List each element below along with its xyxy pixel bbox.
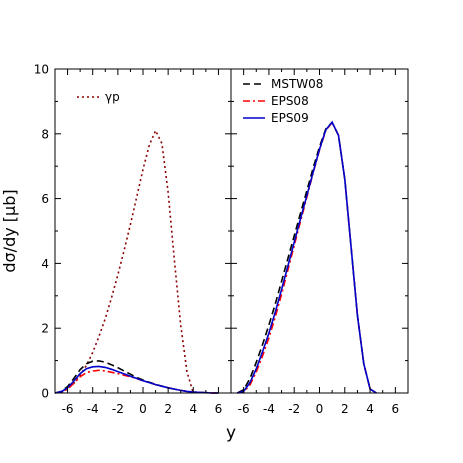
- right-panel-curves: [236, 120, 377, 394]
- left-x-tick-label: 6: [215, 402, 223, 416]
- left-x-tick-label: 0: [139, 402, 147, 416]
- right-x-tick-label: 4: [366, 402, 374, 416]
- right-series-mstw08-line: [236, 121, 377, 394]
- x-axis-label: y: [226, 423, 236, 443]
- y-axis-label: dσ/dy [μb]: [0, 189, 19, 272]
- legend-label-eps08: EPS08: [271, 94, 309, 108]
- y-tick-label: 2: [41, 322, 49, 336]
- legend-label-gamma-p: γp: [105, 90, 120, 104]
- left-panel-frame: [54, 68, 232, 394]
- right-series-eps08-line: [237, 121, 377, 394]
- y-tick-label: 8: [41, 127, 49, 141]
- y-tick-label: 6: [41, 192, 49, 206]
- left-x-tick-label: -6: [62, 402, 74, 416]
- legend-label-mstw08: MSTW08: [271, 77, 323, 91]
- legend-label-eps09: EPS09: [271, 111, 309, 125]
- left-series-gamma-p-line: [60, 128, 195, 394]
- left-x-tick-label: 2: [164, 402, 172, 416]
- left-x-tick-label: 4: [189, 402, 197, 416]
- right-x-tick-label: 0: [316, 402, 324, 416]
- y-tick-label: 4: [41, 257, 49, 271]
- y-tick-label: 0: [41, 387, 49, 401]
- y-tick-label: 10: [34, 63, 49, 77]
- left-series-eps09-line: [54, 365, 219, 394]
- right-x-tick-label: -2: [288, 402, 300, 416]
- right-x-tick-label: -4: [263, 402, 275, 416]
- right-series-eps09-line: [237, 120, 377, 394]
- left-panel-curves: [54, 128, 219, 394]
- right-x-tick-label: 2: [341, 402, 349, 416]
- left-x-tick-label: -2: [112, 402, 124, 416]
- left-x-tick-label: -4: [87, 402, 99, 416]
- right-x-tick-label: -6: [238, 402, 250, 416]
- legends: γp MSTW08 EPS08 EPS09: [77, 77, 323, 125]
- right-x-tick-label: 6: [392, 402, 400, 416]
- axis-ticks: -6 -4 -2 0 2 4 6 -6 -4 -2 0 2 4 6 0 2 4 6 8 10: [34, 63, 409, 416]
